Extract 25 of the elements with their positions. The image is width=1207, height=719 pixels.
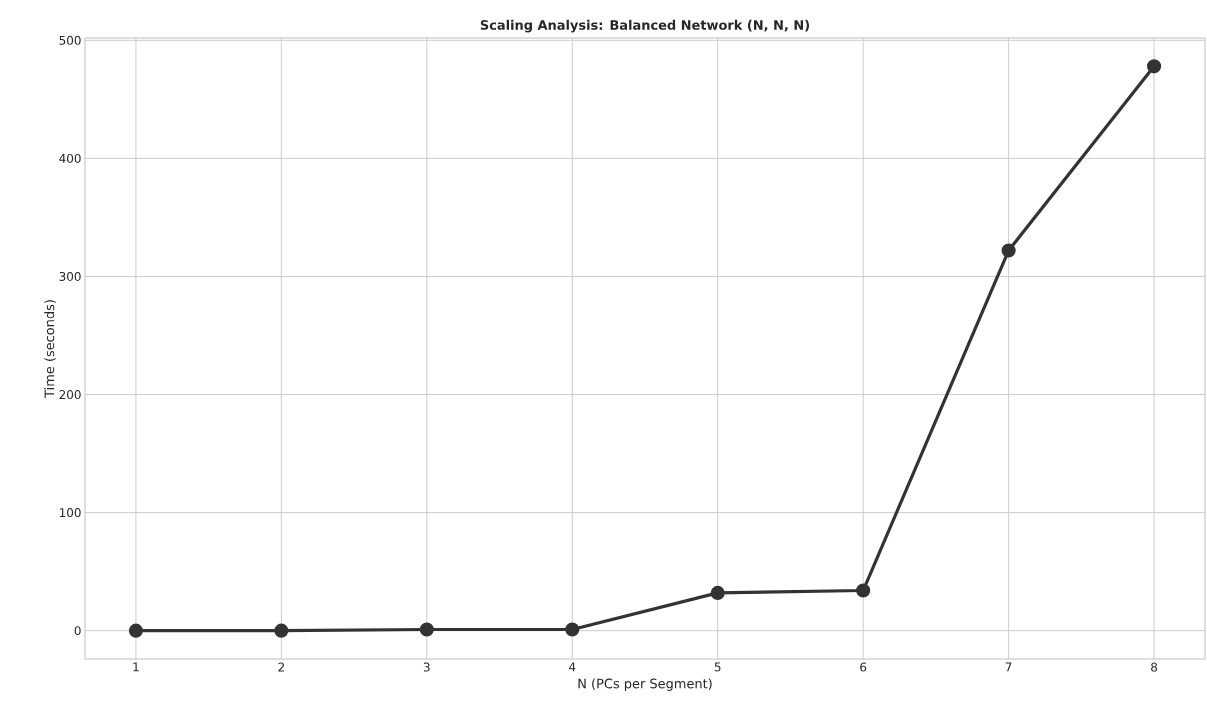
point — [856, 583, 871, 598]
x-tick-label: 5 — [714, 662, 721, 672]
point — [419, 622, 434, 637]
point — [274, 623, 289, 638]
point — [565, 622, 580, 637]
y-tick-label: 400 — [59, 153, 81, 163]
x-tick-label: 2 — [278, 662, 284, 672]
x-tick-label: 1 — [133, 662, 139, 672]
y-tick-label: 0 — [74, 626, 81, 636]
x-axis-title: N (PCs per Segment) — [578, 678, 712, 691]
point — [1001, 243, 1016, 258]
y-tick-label: 500 — [59, 35, 81, 45]
y-tick-label: 200 — [59, 390, 81, 400]
chart-title: Scaling Analysis: Balanced Network (N, N, N) — [480, 19, 809, 33]
x-tick-label: 4 — [569, 662, 576, 672]
y-tick-label: 100 — [59, 508, 81, 518]
y-axis-title: Time (seconds) — [44, 300, 56, 398]
x-tick-label: 6 — [860, 662, 867, 672]
x-tick-label: 3 — [423, 662, 430, 672]
y-tick-label: 300 — [59, 271, 81, 281]
point — [710, 585, 725, 600]
point — [1147, 59, 1162, 74]
point — [128, 623, 143, 638]
x-tick-label: 8 — [1151, 662, 1158, 672]
x-tick-label: 7 — [1005, 662, 1012, 672]
